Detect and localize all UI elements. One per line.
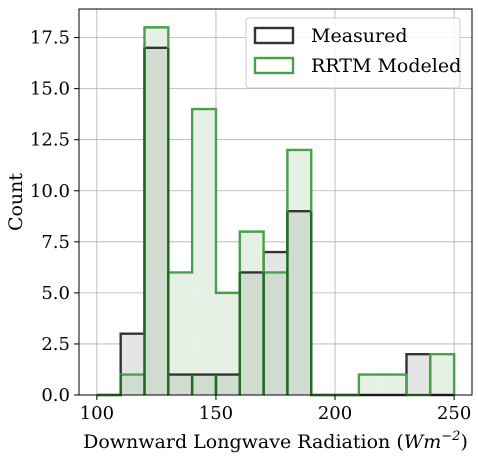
y-tick-label: 10.0 [30, 181, 70, 202]
bar-overlap [120, 374, 145, 395]
x-axis-label-paren-open: ( [396, 431, 403, 453]
bar-rrtm-modeled [358, 374, 383, 395]
bar-rrtm-modeled [215, 292, 240, 395]
y-tick-label: 12.5 [30, 130, 70, 151]
bar-overlap [144, 47, 169, 396]
bar-measured [406, 354, 431, 395]
y-axis-ticks: 0.0 2.5 5.0 7.5 10.0 12.5 15.0 17.5 [30, 28, 79, 406]
legend-swatch [253, 26, 295, 45]
y-tick-label: 7.5 [41, 232, 70, 253]
y-tick-label: 17.5 [30, 28, 70, 49]
y-tick-label: 15.0 [30, 79, 70, 100]
bar-overlap [192, 374, 216, 395]
x-tick-label: 100 [80, 403, 114, 424]
bar-overlap [168, 374, 193, 395]
bar-overlap [263, 272, 288, 395]
y-axis-label: Count [5, 173, 27, 231]
legend: Measured RRTM Modeled [245, 17, 461, 89]
bar-rrtm-modeled [430, 354, 455, 395]
legend-swatch [253, 56, 295, 75]
plot-frame [78, 8, 473, 396]
bar-overlap [215, 374, 240, 395]
histogram-bars [120, 27, 455, 396]
x-tick-label: 150 [199, 403, 233, 424]
x-axis-label-paren-close: ) [460, 431, 467, 453]
x-tick-label: 200 [318, 403, 352, 424]
bar-rrtm-modeled [192, 109, 216, 396]
y-tick-label: 2.5 [41, 334, 70, 355]
y-tick-label: 0.0 [41, 385, 70, 406]
x-axis-label: Downward Longwave Radiation (Wm−2) [83, 429, 468, 453]
bar-overlap [239, 272, 264, 395]
bar-overlap [287, 211, 312, 395]
y-tick-label: 5.0 [41, 283, 70, 304]
legend-label: RRTM Modeled [311, 55, 461, 77]
x-axis-label-unit-exponent: −2 [441, 429, 460, 444]
legend-label: Measured [311, 25, 408, 47]
x-axis-label-text: Downward Longwave Radiation [83, 431, 396, 453]
step-outline-rrtm-modeled [96, 26, 456, 397]
bar-rrtm-modeled [168, 272, 193, 395]
legend-frame [245, 17, 461, 89]
x-tick-label: 250 [437, 403, 471, 424]
bar-rrtm-modeled [382, 374, 407, 395]
x-axis-label-unit-base: Wm [404, 431, 442, 453]
x-axis-ticks: 100 150 200 250 [80, 395, 471, 424]
